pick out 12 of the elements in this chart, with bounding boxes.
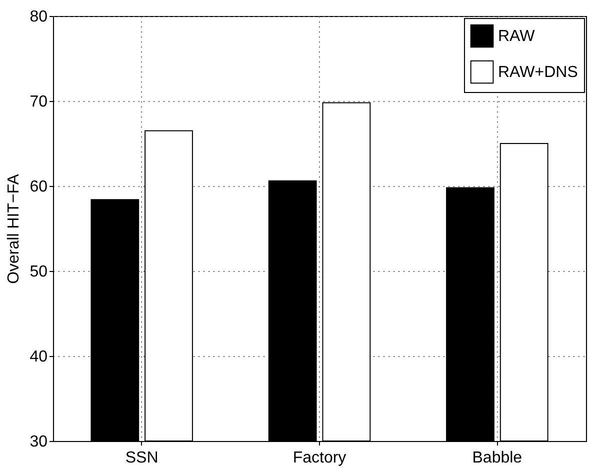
legend-label: RAW+DNS bbox=[498, 64, 578, 81]
y-tick-label: 40 bbox=[30, 348, 48, 366]
y-tick-label: 80 bbox=[30, 8, 48, 26]
x-tick-label: Babble bbox=[472, 450, 522, 466]
x-tick-label: Factory bbox=[292, 450, 346, 466]
y-tick-label: 30 bbox=[30, 434, 48, 450]
x-tick-label: SSN bbox=[125, 450, 158, 466]
y-tick-label: 60 bbox=[30, 178, 48, 196]
y-tick-label: 70 bbox=[30, 94, 48, 110]
legend-label: RAW bbox=[498, 28, 536, 45]
y-axis-title: Overall HIT−FA bbox=[6, 174, 23, 284]
y-tick-label: 50 bbox=[30, 264, 48, 280]
